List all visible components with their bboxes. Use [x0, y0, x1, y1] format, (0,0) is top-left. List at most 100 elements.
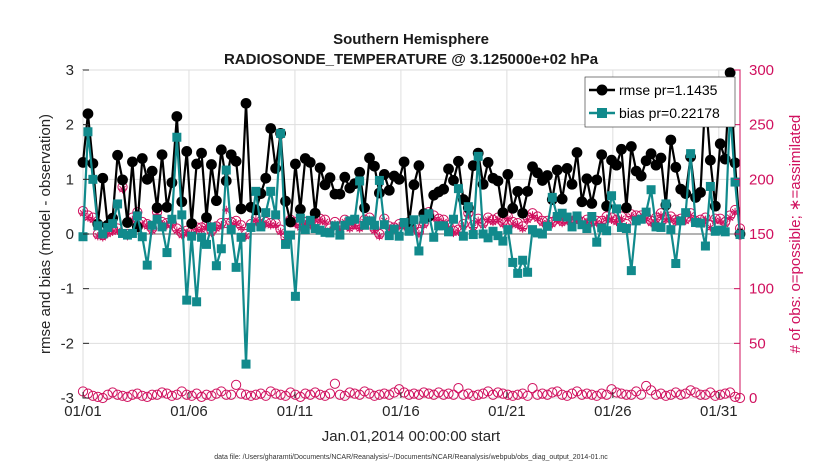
rmse-point — [314, 162, 326, 174]
bias-point — [572, 211, 582, 221]
bias-point — [78, 232, 88, 242]
bias-point — [419, 214, 429, 224]
possible-bottom-point — [581, 388, 592, 399]
rmse-point — [364, 152, 375, 164]
rmse-point — [151, 202, 163, 214]
assimilated-point — [607, 215, 616, 224]
assimilated-point — [730, 207, 740, 217]
y2-tick-label: 50 — [749, 335, 766, 352]
bias-point — [483, 233, 493, 243]
possible-bottom-point — [542, 389, 553, 400]
rmse-point — [413, 160, 425, 172]
rmse-point — [556, 193, 568, 205]
possible-bottom-point — [171, 389, 182, 400]
possible-bottom-point — [443, 388, 454, 399]
rmse-point — [265, 123, 277, 134]
rmse-point — [581, 173, 593, 185]
possible-bottom-point — [720, 388, 731, 399]
possible-bottom-point — [191, 388, 202, 399]
bias-point — [379, 220, 389, 230]
bias-point — [241, 359, 251, 369]
assimilated-point — [113, 226, 122, 235]
possible-bottom-point — [112, 389, 123, 400]
bias-point — [528, 225, 538, 235]
bias-point — [636, 214, 646, 224]
possible-bottom-point — [522, 390, 533, 401]
bias-point — [290, 291, 300, 301]
bias-point — [523, 267, 533, 277]
bias-point — [340, 220, 350, 230]
rmse-point — [532, 167, 543, 179]
assimilated-point — [192, 225, 201, 234]
bias-point — [468, 230, 478, 240]
bias-point — [271, 210, 281, 220]
y-tick-label: 3 — [66, 62, 74, 79]
possible-bottom-point — [265, 386, 276, 397]
possible-bottom-point — [324, 388, 336, 399]
bias-point — [98, 229, 108, 239]
bias-point — [365, 216, 375, 226]
assimilated-point — [202, 222, 211, 231]
bias-point — [676, 216, 686, 226]
assimilated-point — [661, 215, 671, 224]
assimilated-point — [276, 227, 285, 237]
legend-bias-label: bias pr=0.22178 — [619, 105, 720, 121]
bias-point — [488, 226, 498, 236]
possible-bottom-point — [710, 390, 721, 401]
possible-bottom-point — [127, 389, 138, 400]
assimilated-point — [222, 205, 231, 215]
possible-bottom-point — [705, 387, 716, 398]
possible-bottom-point — [97, 392, 108, 404]
bias-point — [335, 230, 345, 240]
bias-point — [251, 186, 261, 196]
rmse-point — [561, 163, 573, 174]
rmse-point — [502, 169, 514, 180]
possible-bottom-point — [334, 389, 345, 400]
bias-point — [518, 255, 528, 265]
possible-bottom-point — [235, 388, 247, 399]
x-tick-label: 01/01 — [64, 403, 102, 420]
possible-bottom-point — [156, 387, 168, 398]
rmse-point — [611, 159, 622, 171]
assimilated-point — [271, 221, 280, 230]
possible-bottom-point — [275, 389, 286, 400]
bias-point — [320, 227, 330, 237]
x-tick-label: 01/31 — [700, 403, 738, 420]
rmse-point — [260, 172, 272, 184]
possible-bottom-point — [216, 386, 227, 397]
bias-point — [315, 225, 325, 235]
bias-point — [206, 222, 216, 232]
possible-bottom-point — [280, 390, 291, 401]
bias-point — [246, 222, 256, 232]
possible-bottom-point — [319, 390, 331, 401]
assimilated-point — [177, 230, 186, 240]
y2-tick-label: 100 — [749, 281, 774, 298]
assimilated-point — [488, 217, 498, 227]
possible-bottom-point — [379, 388, 390, 399]
possible-bottom-point — [359, 386, 370, 397]
assimilated-point — [513, 221, 522, 230]
bias-point — [691, 218, 701, 228]
possible-bottom-point — [478, 388, 489, 399]
possible-bottom-point — [532, 389, 543, 400]
rmse-point — [620, 202, 632, 214]
bias-point — [547, 192, 557, 202]
y2-axis-label: # of obs: o=possible; ∗=assimilated — [787, 115, 804, 354]
rmse-point — [359, 202, 370, 214]
assimilated-point — [597, 218, 606, 228]
bias-point — [389, 224, 399, 234]
bias-point — [152, 214, 162, 224]
rmse-point — [443, 163, 454, 175]
bias-point — [374, 175, 384, 185]
rmse-point — [453, 155, 464, 167]
assimilated-point — [241, 231, 251, 241]
possible-bottom-point — [295, 391, 306, 403]
bias-point — [285, 230, 295, 240]
possible-bottom-point — [389, 387, 400, 398]
assimilated-point — [291, 219, 300, 229]
bias-point — [157, 222, 167, 232]
assimilated-point — [725, 213, 735, 222]
assimilated-point — [320, 217, 330, 227]
bias-point — [394, 231, 404, 241]
bias-point — [429, 232, 439, 242]
